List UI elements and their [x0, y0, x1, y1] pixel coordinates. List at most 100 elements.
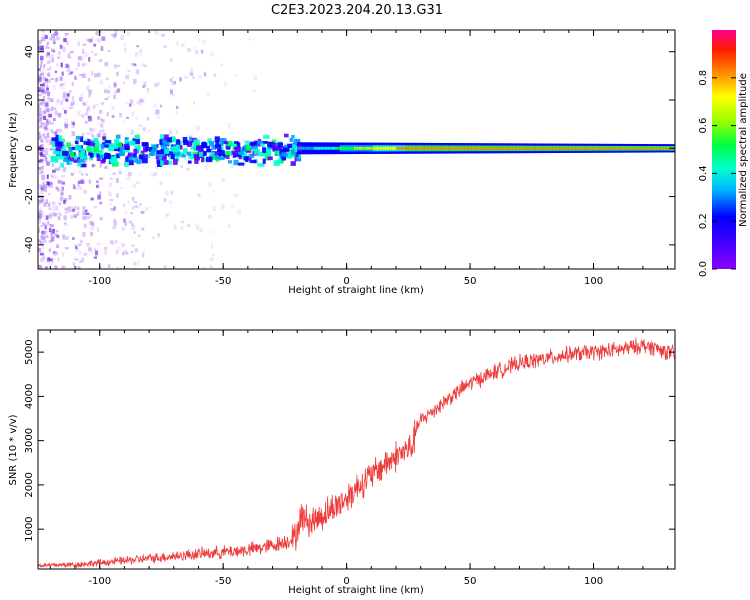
noise-speck — [40, 266, 43, 269]
noise-speck — [209, 257, 214, 262]
noise-speck — [48, 240, 53, 243]
signal-cell — [538, 147, 542, 150]
noise-speck — [73, 215, 77, 219]
noise-speck — [117, 246, 120, 251]
noise-speck — [47, 53, 50, 58]
signal-cell — [332, 146, 336, 150]
band-cell — [233, 141, 239, 145]
band-cell — [81, 154, 88, 160]
band-cell — [293, 138, 301, 145]
noise-speck — [72, 237, 75, 240]
noise-speck — [109, 177, 113, 180]
noise-speck — [61, 71, 64, 76]
noise-speck — [40, 71, 44, 74]
noise-speck — [63, 91, 66, 95]
band-cell — [260, 143, 265, 147]
noise-speck — [68, 209, 71, 213]
noise-speck — [114, 240, 118, 244]
band-cell — [226, 153, 230, 159]
signal-cell — [530, 147, 534, 150]
noise-speck — [119, 112, 122, 117]
noise-speck — [230, 164, 234, 169]
band-cell — [198, 151, 203, 157]
band-cell — [116, 153, 120, 159]
noise-speck — [148, 129, 151, 132]
noise-speck — [43, 63, 46, 68]
noise-speck — [75, 213, 78, 216]
noise-speck — [44, 148, 48, 151]
band-cell — [272, 139, 277, 145]
signal-cell — [401, 146, 405, 150]
noise-speck — [159, 104, 163, 108]
heatmap-y-label: Frequency (Hz) — [8, 112, 19, 188]
band-cell — [284, 144, 288, 148]
band-cell — [231, 150, 239, 155]
signal-cell — [514, 147, 518, 150]
noise-speck — [155, 109, 160, 115]
noise-speck — [64, 166, 68, 171]
signal-cell — [462, 146, 466, 150]
noise-speck — [144, 64, 147, 68]
noise-speck — [39, 253, 44, 256]
band-cell — [240, 150, 244, 156]
noise-speck — [104, 166, 108, 169]
band-cell — [233, 159, 239, 166]
noise-speck — [71, 131, 76, 137]
noise-speck — [152, 236, 155, 239]
band-cell — [214, 136, 220, 142]
signal-cell — [479, 147, 483, 150]
noise-speck — [131, 63, 136, 66]
noise-speck — [38, 41, 41, 46]
noise-speck — [70, 71, 74, 74]
signal-cell — [620, 147, 624, 150]
noise-speck — [58, 128, 63, 133]
noise-speck — [86, 85, 90, 91]
band-cell — [75, 136, 81, 140]
noise-speck — [59, 196, 63, 202]
x-tick-label: -100 — [88, 576, 111, 587]
noise-speck — [209, 265, 213, 269]
noise-speck — [199, 227, 203, 233]
noise-speck — [73, 75, 77, 80]
noise-speck — [54, 70, 58, 73]
noise-speck — [44, 90, 48, 94]
band-cell — [221, 140, 229, 144]
noise-speck — [56, 244, 59, 248]
noise-speck — [83, 158, 88, 163]
noise-speck — [57, 215, 61, 221]
noise-speck — [136, 45, 140, 48]
band-cell — [115, 134, 121, 139]
noise-speck — [92, 128, 95, 132]
noise-speck — [230, 204, 235, 208]
band-cell — [277, 150, 282, 156]
signal-cell — [457, 146, 461, 150]
noise-speck — [91, 36, 95, 39]
signal-cell — [488, 147, 492, 150]
band-cell — [100, 159, 106, 164]
noise-speck — [140, 211, 145, 214]
noise-speck — [220, 204, 225, 210]
band-cell — [238, 147, 244, 153]
noise-speck — [91, 50, 94, 54]
noise-speck — [65, 63, 69, 69]
noise-speck — [96, 242, 101, 246]
x-tick-label: -50 — [215, 276, 231, 287]
noise-speck — [189, 72, 194, 76]
noise-speck — [51, 57, 55, 63]
signal-cell — [342, 146, 346, 150]
noise-speck — [87, 115, 91, 119]
noise-speck — [227, 123, 231, 128]
noise-speck — [197, 136, 201, 139]
noise-speck — [106, 111, 109, 117]
noise-speck — [46, 87, 49, 91]
signal-cell — [592, 147, 596, 150]
noise-speck — [51, 201, 56, 206]
noise-speck — [47, 113, 52, 118]
band-cell — [219, 156, 225, 161]
band-cell — [125, 145, 130, 150]
noise-speck — [48, 227, 52, 233]
band-cell — [118, 141, 122, 148]
colorbar-label: Normalized spectral amplitude — [738, 73, 749, 227]
noise-speck — [203, 71, 206, 74]
noise-speck — [200, 49, 204, 54]
